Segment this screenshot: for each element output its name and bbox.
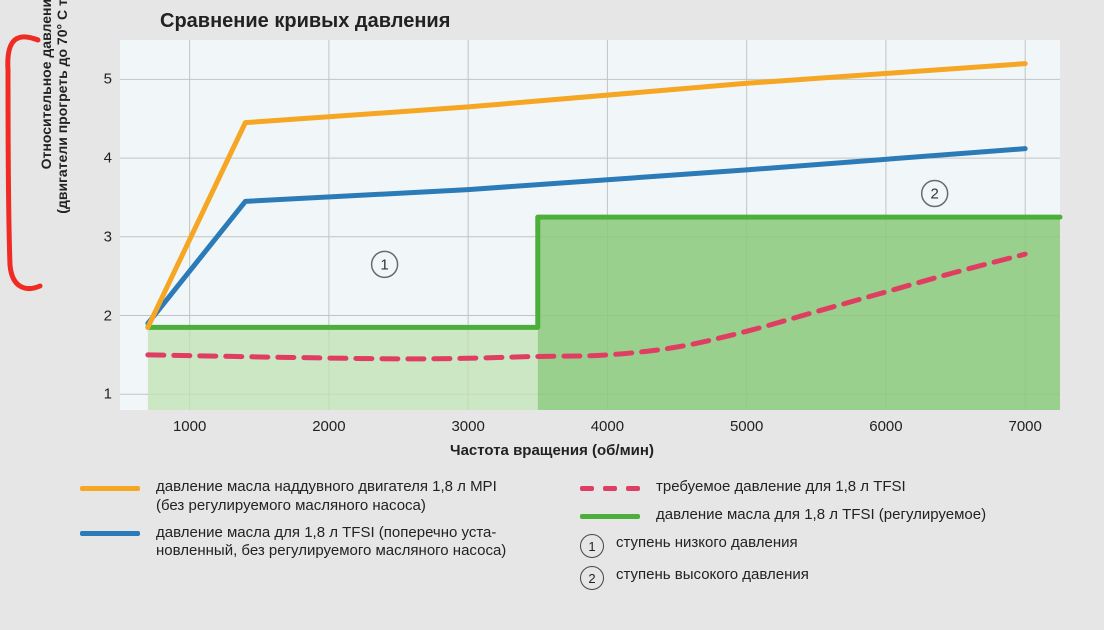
legend-entry-required: требуемое давление для 1,8 л TFSI bbox=[580, 478, 1040, 498]
legend-entry-transverse: давление масла для 1,8 л TFSI (поперечно… bbox=[80, 524, 580, 562]
legend-entry-step1: 1 ступень низкого давления bbox=[580, 534, 1040, 558]
legend-swatch-regulated bbox=[580, 514, 640, 519]
chart-page: Сравнение кривых давления Относительное … bbox=[0, 0, 1104, 630]
legend-text-mpi: давление масла наддувного двигателя 1,8 … bbox=[140, 478, 580, 516]
legend-circle-1: 1 bbox=[580, 534, 604, 558]
legend-text-step1: ступень низкого давления bbox=[616, 534, 1040, 553]
legend-swatch-mpi bbox=[80, 486, 140, 491]
legend-entry-regulated: давление масла для 1,8 л TFSI (регулируе… bbox=[580, 506, 1040, 526]
legend-text-step2: ступень высокого давления bbox=[616, 566, 1040, 585]
legend-swatch-required bbox=[580, 486, 640, 491]
pressure-chart: 12 bbox=[40, 10, 1104, 430]
legend: давление масла наддувного двигателя 1,8 … bbox=[80, 478, 1080, 598]
legend-text-transverse: давление масла для 1,8 л TFSI (поперечно… bbox=[140, 524, 580, 562]
legend-swatch-transverse bbox=[80, 531, 140, 536]
legend-text-required: требуемое давление для 1,8 л TFSI bbox=[640, 478, 1040, 497]
svg-text:2: 2 bbox=[930, 186, 938, 203]
legend-entry-mpi: давление масла наддувного двигателя 1,8 … bbox=[80, 478, 580, 516]
legend-circle-2: 2 bbox=[580, 566, 604, 590]
legend-text-regulated: давление масла для 1,8 л TFSI (регулируе… bbox=[640, 506, 1040, 525]
xaxis-label: Частота вращения (об/мин) bbox=[0, 442, 1104, 459]
legend-entry-step2: 2 ступень высокого давления bbox=[580, 566, 1040, 590]
svg-text:1: 1 bbox=[380, 256, 388, 273]
